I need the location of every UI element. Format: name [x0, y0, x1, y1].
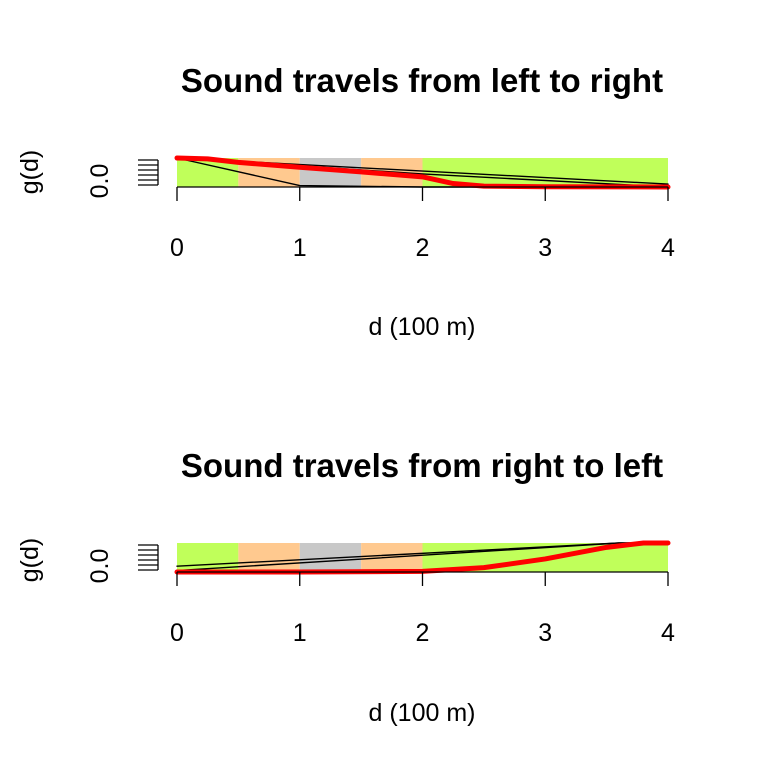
- panel-right-to-left: Sound travels from right to left 0 1 2 3 4 0.…: [16, 447, 675, 727]
- plot-area: 0 1 2 3 4 0.0: [86, 540, 675, 647]
- panel-title: Sound travels from left to right: [181, 62, 663, 99]
- x-tick-label: 0: [170, 234, 184, 262]
- x-tick-label: 4: [661, 234, 675, 262]
- x-axis-label: d (100 m): [369, 313, 476, 341]
- x-tick-label: 2: [416, 619, 430, 647]
- y-axis-label: g(d): [16, 150, 44, 194]
- panel-left-to-right: Sound travels from left to right 0 1 2 3 4 0.…: [16, 62, 675, 341]
- panel-title: Sound travels from right to left: [181, 447, 663, 484]
- x-tick-label: 0: [170, 619, 184, 647]
- x-tick-label: 2: [416, 234, 430, 262]
- y-axis-label: g(d): [16, 538, 44, 582]
- y-tick-label: 0.0: [86, 164, 114, 199]
- x-axis-label: d (100 m): [369, 699, 476, 727]
- x-tick-label: 3: [538, 619, 552, 647]
- x-tick-label: 1: [293, 619, 307, 647]
- plot-area: 0 1 2 3 4 0.0: [86, 155, 675, 262]
- x-tick-label: 4: [661, 619, 675, 647]
- x-tick-label: 1: [293, 234, 307, 262]
- x-tick-label: 3: [538, 234, 552, 262]
- background-band: [238, 543, 300, 572]
- y-tick-label: 0.0: [86, 549, 114, 584]
